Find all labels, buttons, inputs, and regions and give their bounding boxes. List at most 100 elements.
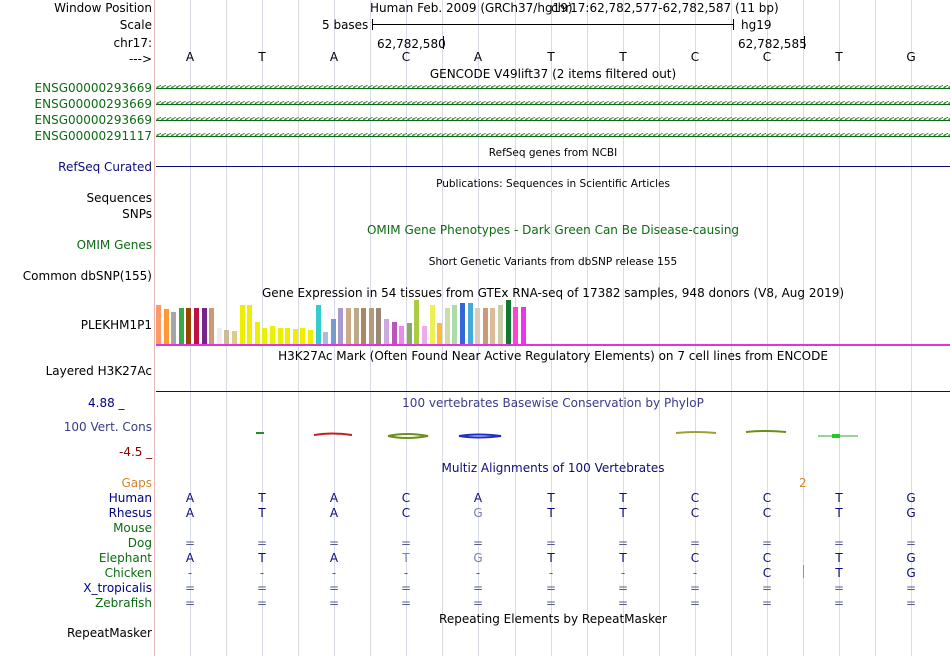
gtex-tissue-bar[interactable] bbox=[255, 322, 260, 344]
cons-mark-5 bbox=[675, 431, 717, 434]
gtex-tissue-bar[interactable] bbox=[498, 305, 503, 344]
gencode-gene-feature[interactable]: <<<<<<<<<<<<<<<<<<<<<<<<<<<<<<<<<<<<<<<<… bbox=[156, 99, 950, 109]
refseq-title: RefSeq genes from NCBI bbox=[488, 147, 618, 159]
multiz-species-label[interactable]: Rhesus bbox=[108, 506, 152, 520]
grid-line bbox=[911, 0, 912, 656]
gtex-tissue-bar[interactable] bbox=[293, 329, 298, 344]
gtex-tissue-bar[interactable] bbox=[490, 308, 495, 344]
gtex-tissue-bar[interactable] bbox=[384, 319, 389, 344]
gtex-tissue-bar[interactable] bbox=[346, 308, 351, 344]
refseq-label[interactable]: RefSeq Curated bbox=[58, 160, 152, 174]
alignment-base: = bbox=[400, 536, 412, 550]
alignment-base: T bbox=[258, 491, 266, 505]
gtex-tissue-bar[interactable] bbox=[240, 305, 245, 344]
gtex-tissue-bar[interactable] bbox=[392, 322, 397, 344]
gtex-tissue-bar[interactable] bbox=[399, 326, 404, 344]
gtex-tissue-bar[interactable] bbox=[376, 308, 381, 344]
db-text: hg19 bbox=[741, 18, 772, 32]
gtex-tissue-bar[interactable] bbox=[278, 328, 283, 344]
multiz-species-label[interactable]: Zebrafish bbox=[95, 596, 152, 610]
gtex-tissue-bar[interactable] bbox=[232, 331, 237, 344]
gtex-tissue-bar[interactable] bbox=[521, 307, 526, 344]
alignment-base: C bbox=[762, 506, 772, 520]
alignment-base: = bbox=[472, 536, 484, 550]
multiz-species-label[interactable]: Dog bbox=[127, 536, 152, 550]
base-letter: A bbox=[329, 50, 339, 64]
gtex-tissue-bar[interactable] bbox=[414, 300, 419, 344]
alignment-base: C bbox=[690, 506, 700, 520]
gencode-gene-feature[interactable]: <<<<<<<<<<<<<<<<<<<<<<<<<<<<<<<<<<<<<<<<… bbox=[156, 115, 950, 125]
gencode-title: GENCODE V49lift37 (2 items filtered out) bbox=[429, 67, 677, 81]
gtex-tissue-bar[interactable] bbox=[171, 312, 176, 344]
repeatmasker-label[interactable]: RepeatMasker bbox=[66, 626, 152, 640]
gtex-tissue-bar[interactable] bbox=[209, 308, 214, 344]
dbsnp-label[interactable]: Common dbSNP(155) bbox=[22, 269, 152, 283]
multiz-species-label[interactable]: Chicken bbox=[104, 566, 152, 580]
gtex-tissue-bar[interactable] bbox=[361, 308, 366, 344]
gencode-gene-label[interactable]: ENSG00000293669 bbox=[34, 113, 152, 127]
gencode-gene-label[interactable]: ENSG00000293669 bbox=[34, 97, 152, 111]
gtex-tissue-bar[interactable] bbox=[316, 305, 321, 344]
h3k27ac-title: H3K27Ac Mark (Often Found Near Active Re… bbox=[278, 349, 828, 363]
gtex-tissue-bar[interactable] bbox=[483, 308, 488, 344]
gtex-tissue-bar[interactable] bbox=[270, 326, 275, 344]
gtex-tissue-bar[interactable] bbox=[407, 323, 412, 344]
gtex-tissue-bar[interactable] bbox=[475, 308, 480, 344]
multiz-species-label[interactable]: Mouse bbox=[113, 521, 152, 535]
position-text[interactable]: chr17:62,782,577-62,782,587 (11 bp) bbox=[551, 1, 779, 15]
gencode-gene-label[interactable]: ENSG00000291117 bbox=[34, 129, 152, 143]
gtex-tissue-bar[interactable] bbox=[513, 307, 518, 344]
h3k27ac-label[interactable]: Layered H3K27Ac bbox=[45, 364, 152, 378]
cons-mark-2 bbox=[313, 432, 353, 436]
alignment-base: A bbox=[185, 551, 195, 565]
publications-snps-label[interactable]: SNPs bbox=[122, 207, 152, 221]
multiz-species-label[interactable]: X_tropicalis bbox=[83, 581, 152, 595]
alignment-base: = bbox=[905, 536, 917, 550]
gtex-tissue-bar[interactable] bbox=[156, 305, 161, 344]
multiz-species-label[interactable]: Elephant bbox=[98, 551, 152, 565]
gtex-tissue-bar[interactable] bbox=[202, 308, 207, 344]
gtex-tissue-bar[interactable] bbox=[308, 330, 313, 344]
alignment-base: C bbox=[690, 491, 700, 505]
gtex-tissue-bar[interactable] bbox=[186, 308, 191, 344]
gtex-tissue-bar[interactable] bbox=[437, 323, 442, 344]
gtex-gene-label[interactable]: PLEKHM1P1 bbox=[80, 318, 152, 332]
publications-sequences-label[interactable]: Sequences bbox=[86, 191, 152, 205]
omim-label[interactable]: OMIM Genes bbox=[76, 238, 152, 252]
gencode-gene-label[interactable]: ENSG00000293669 bbox=[34, 81, 152, 95]
gencode-gene-feature[interactable]: <<<<<<<<<<<<<<<<<<<<<<<<<<<<<<<<<<<<<<<<… bbox=[156, 83, 950, 93]
gaps-label[interactable]: Gaps bbox=[121, 476, 152, 490]
gtex-tissue-bar[interactable] bbox=[247, 305, 252, 344]
refseq-gene-line[interactable] bbox=[156, 166, 950, 167]
base-letter: T bbox=[258, 50, 266, 64]
gtex-tissue-bar[interactable] bbox=[452, 305, 457, 344]
gtex-tissue-bar[interactable] bbox=[468, 303, 473, 344]
gtex-tissue-bar[interactable] bbox=[430, 305, 435, 344]
gtex-tissue-bar[interactable] bbox=[323, 332, 328, 344]
gtex-tissue-bar[interactable] bbox=[331, 319, 336, 344]
gtex-tissue-bar[interactable] bbox=[224, 330, 229, 344]
gtex-tissue-bar[interactable] bbox=[194, 308, 199, 344]
gtex-tissue-bar[interactable] bbox=[460, 303, 465, 344]
gtex-tissue-bar[interactable] bbox=[300, 328, 305, 344]
gtex-tissue-bar[interactable] bbox=[354, 308, 359, 344]
gtex-tissue-bar[interactable] bbox=[445, 308, 450, 344]
gtex-tissue-bar[interactable] bbox=[285, 328, 290, 344]
multiz-species-label[interactable]: Human bbox=[108, 491, 152, 505]
alignment-base: T bbox=[258, 551, 266, 565]
gtex-tissue-bar[interactable] bbox=[506, 300, 511, 344]
gtex-tissue-bar[interactable] bbox=[164, 309, 169, 344]
base-letter: T bbox=[619, 50, 627, 64]
gtex-tissue-bar[interactable] bbox=[338, 308, 343, 344]
alignment-base: - bbox=[475, 566, 481, 580]
gtex-tissue-bar[interactable] bbox=[217, 328, 222, 344]
gencode-gene-feature[interactable]: <<<<<<<<<<<<<<<<<<<<<<<<<<<<<<<<<<<<<<<<… bbox=[156, 131, 950, 141]
gtex-tissue-bar[interactable] bbox=[262, 328, 267, 344]
conservation-label[interactable]: 100 Vert. Cons bbox=[63, 420, 152, 434]
gtex-tissue-bar[interactable] bbox=[369, 308, 374, 344]
conservation-plot[interactable] bbox=[156, 396, 950, 456]
alignment-base: = bbox=[472, 596, 484, 610]
gtex-bar-chart[interactable] bbox=[156, 298, 536, 344]
gtex-tissue-bar[interactable] bbox=[422, 326, 427, 344]
gtex-tissue-bar[interactable] bbox=[179, 308, 184, 344]
